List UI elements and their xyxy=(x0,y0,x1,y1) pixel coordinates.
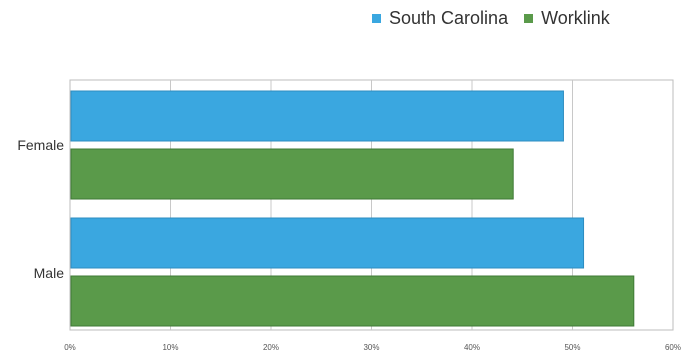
x-tick-label-2: 20% xyxy=(263,343,279,352)
x-tick-label-5: 50% xyxy=(564,343,580,352)
category-label-male: Male xyxy=(33,265,64,281)
bar-female-south-carolina xyxy=(70,90,564,142)
legend-swatch-south-carolina xyxy=(372,14,381,23)
legend-item-south-carolina: South Carolina xyxy=(372,8,508,29)
legend-label-south-carolina: South Carolina xyxy=(389,8,509,28)
x-tick-label-0: 0% xyxy=(64,343,76,352)
category-label-female: Female xyxy=(17,137,64,153)
x-tick-label-6: 60% xyxy=(665,343,681,352)
legend-item-worklink: Worklink xyxy=(524,8,610,29)
bar-male-south-carolina xyxy=(70,217,585,269)
legend-swatch-worklink xyxy=(524,14,534,23)
bar-male-worklink xyxy=(70,275,635,327)
x-tick-label-4: 40% xyxy=(464,343,480,352)
legend: South Carolina Worklink xyxy=(372,8,610,29)
x-tick-label-3: 30% xyxy=(363,343,379,352)
legend-label-worklink: Worklink xyxy=(541,8,610,28)
bar-female-worklink xyxy=(70,148,514,200)
x-tick-label-1: 10% xyxy=(162,343,178,352)
